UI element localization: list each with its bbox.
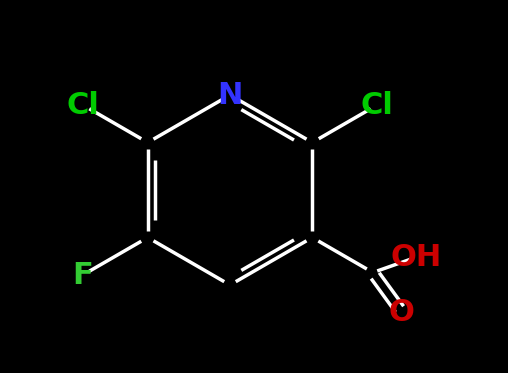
- Text: N: N: [217, 81, 243, 110]
- Text: O: O: [389, 298, 415, 327]
- Text: Cl: Cl: [361, 91, 394, 119]
- Text: Cl: Cl: [67, 91, 99, 119]
- Text: F: F: [73, 260, 93, 289]
- Text: OH: OH: [391, 243, 442, 272]
